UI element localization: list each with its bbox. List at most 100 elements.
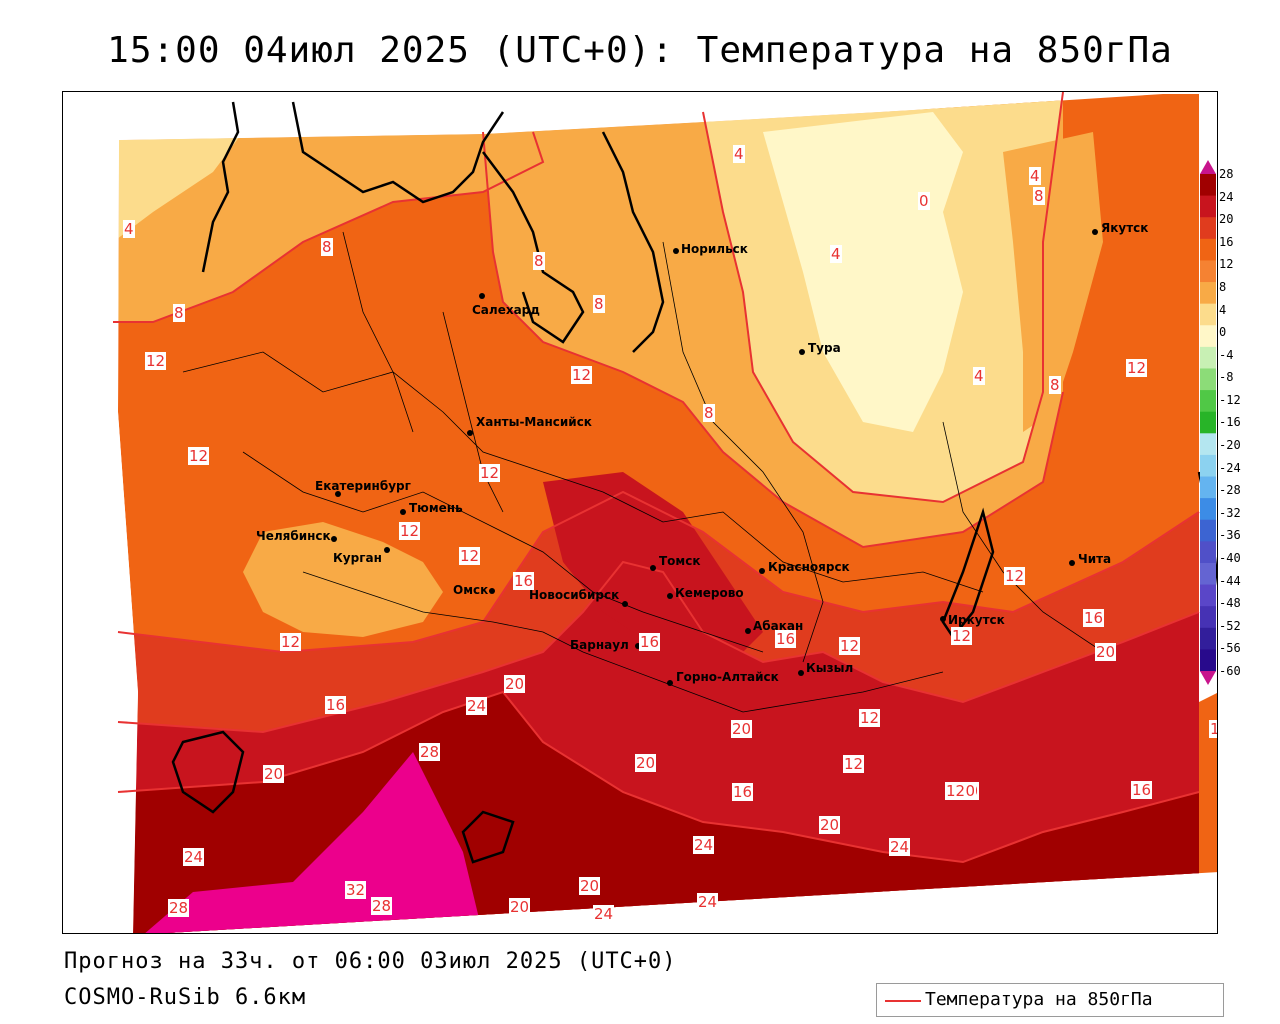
isotherm-label: 20	[635, 754, 657, 772]
city-dot-omsk	[489, 588, 495, 594]
isotherm-label: 16	[775, 630, 797, 648]
scale-band	[1200, 649, 1216, 672]
isotherm-label: 16	[1131, 781, 1153, 799]
isotherm-label: 8	[703, 404, 715, 422]
city-kemerovo: Кемерово	[675, 586, 744, 600]
zone-8	[243, 522, 443, 637]
city-kyzyl: Кызыл	[806, 661, 854, 675]
scale-band	[1200, 541, 1216, 564]
map-canvas	[63, 92, 1217, 933]
isotherm-label: 20	[504, 675, 526, 693]
city-chita: Чита	[1078, 552, 1112, 566]
scale-band	[1200, 411, 1216, 434]
isotherm-label: 12	[945, 782, 967, 800]
isotherm-label: 8	[593, 295, 605, 313]
isotherm-label: 28	[168, 899, 190, 917]
city-tomsk: Томск	[659, 554, 701, 568]
isotherm-label: 8	[1033, 187, 1045, 205]
isotherm-label: 12	[145, 352, 167, 370]
city-chelyabinsk: Челябинск	[256, 529, 331, 543]
city-dot-kyzyl	[798, 670, 804, 676]
city-dot-tomsk	[650, 565, 656, 571]
isotherm-label: 12	[839, 637, 861, 655]
forecast-info: Прогноз на 33ч. от 06:00 03июл 2025 (UTC…	[64, 949, 677, 974]
city-barnaul: Барнаул	[570, 638, 629, 652]
isotherm-label: 8	[533, 252, 545, 270]
city-tyumen: Тюмень	[409, 501, 463, 515]
city-yakutsk: Якутск	[1101, 221, 1149, 235]
scale-band	[1200, 368, 1216, 391]
scale-tick-label: 4	[1219, 302, 1227, 317]
city-abakan: Абакан	[753, 619, 804, 633]
zone-0	[763, 112, 963, 432]
city-dot-tyumen	[400, 509, 406, 515]
isotherm-label: 8	[321, 238, 333, 256]
scale-band	[1200, 217, 1216, 240]
scale-band	[1200, 476, 1216, 499]
city-tura: Тура	[808, 341, 841, 355]
chart-title: 15:00 04июл 2025 (UTC+0): Температура на…	[107, 30, 1173, 71]
scale-band	[1200, 195, 1216, 218]
city-dot-abakan	[745, 628, 751, 634]
scale-tick-label: -36	[1219, 528, 1241, 543]
city-dot-kemerovo	[667, 593, 673, 599]
zone-8	[1003, 132, 1103, 432]
isotherm-lines	[113, 92, 1200, 864]
scale-tick-label: -60	[1219, 663, 1241, 678]
scale-band	[1200, 260, 1216, 283]
scale-band	[1200, 303, 1216, 326]
scale-tick-label: -56	[1219, 641, 1241, 656]
scale-band	[1200, 346, 1216, 369]
zone-20	[543, 472, 763, 672]
city-dot-ekaterinburg	[335, 491, 341, 497]
scale-tick-label: -44	[1219, 573, 1241, 588]
city-gorno-altaysk: Горно-Алтайск	[676, 670, 779, 684]
scale-band	[1200, 238, 1216, 261]
isotherm-label: 12	[459, 547, 481, 565]
isotherm-label: 4	[1029, 167, 1041, 185]
isotherm-label: 20	[819, 816, 841, 834]
isotherm-label: 20	[731, 720, 753, 738]
isotherm-label: 12	[188, 447, 210, 465]
isotherm-label: 28	[419, 743, 441, 761]
scale-band	[1200, 282, 1216, 305]
isotherm-label: 24	[593, 905, 615, 923]
city-dot-kurgan	[384, 547, 390, 553]
city-dot-norilsk	[673, 248, 679, 254]
isotherm-label: 0	[918, 192, 930, 210]
isotherm-label: 12	[1209, 720, 1217, 738]
scale-band	[1200, 562, 1216, 586]
scale-bottom-arrow	[1200, 671, 1216, 685]
model-info: COSMO-RuSib 6.6км	[64, 985, 307, 1010]
scale-tick-label: 16	[1219, 234, 1234, 249]
city-kurgan: Курган	[333, 551, 382, 565]
scale-tick-label: -52	[1219, 618, 1241, 633]
city-norilsk: Норильск	[681, 242, 748, 256]
isotherm-label: 12	[951, 627, 973, 645]
isotherm-label: 8	[1049, 376, 1061, 394]
scale-tick-label: -28	[1219, 483, 1241, 498]
isotherm-label: 28	[371, 897, 393, 915]
scale-tick-label: -40	[1219, 551, 1241, 566]
scale-tick-label: -4	[1219, 347, 1234, 362]
scale-band	[1200, 325, 1216, 348]
isotherm-label: 12	[280, 633, 302, 651]
scale-tick-label: 24	[1219, 189, 1234, 204]
isotherm-label: 12	[399, 522, 421, 540]
city-ekaterinburg: Екатеринбург	[315, 479, 411, 493]
isotherm-label: 12	[1126, 359, 1148, 377]
isotherm-label: 16	[639, 633, 661, 651]
city-khanty-mansiysk: Ханты-Мансийск	[476, 415, 592, 429]
temperature-map: Норильск Якутск Салехард Тура Ханты-Манс…	[62, 91, 1218, 934]
isotherm-label: 12	[843, 755, 865, 773]
isotherm-label: 20	[579, 877, 601, 895]
scale-tick-label: 8	[1219, 279, 1227, 294]
isotherm-label: 20	[263, 765, 285, 783]
city-dot-barnaul	[635, 643, 641, 649]
scale-band	[1200, 498, 1216, 521]
city-dot-yakutsk	[1092, 229, 1098, 235]
city-dot-chelyabinsk	[331, 536, 337, 542]
scale-tick-label: 20	[1219, 212, 1234, 227]
isotherm-label: 8	[173, 304, 185, 322]
city-novosibirsk: Новосибирск	[529, 588, 620, 602]
